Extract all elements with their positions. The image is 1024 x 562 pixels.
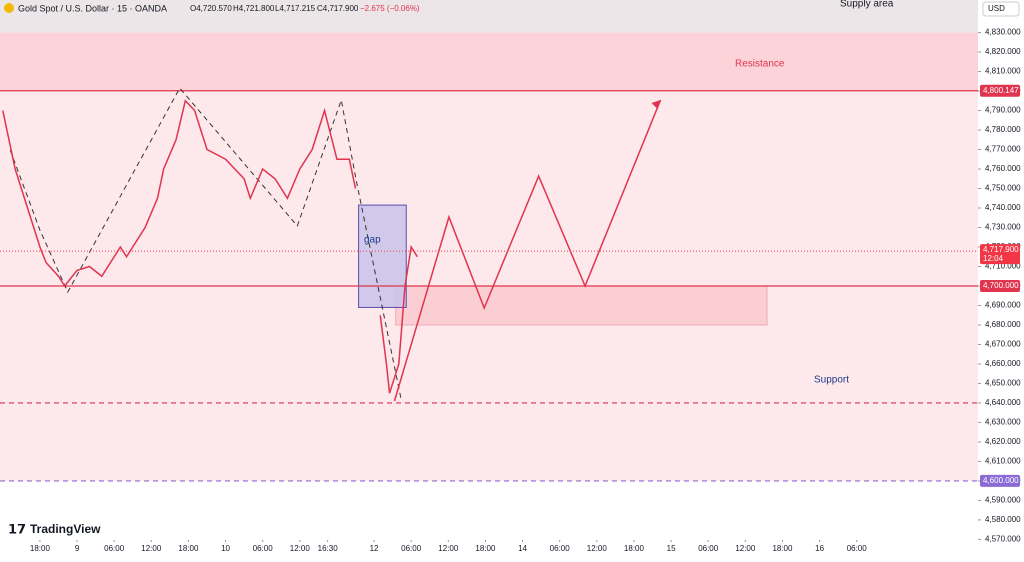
x-tick-label: 16:30: [318, 544, 339, 553]
y-tick-label: 4,830.000: [985, 28, 1021, 37]
arrow-head: [651, 100, 661, 110]
x-tick-label: 18:00: [475, 544, 496, 553]
x-tick-label: 12:00: [438, 544, 459, 553]
level-label: 4,800.147: [983, 86, 1019, 95]
x-tick-label: 10: [221, 544, 230, 553]
level-tag: [980, 84, 1020, 97]
x-tick-label: 06:00: [104, 544, 125, 553]
zone: [0, 0, 978, 33]
y-tick-label: 4,630.000: [985, 418, 1021, 427]
backgrounds: [0, 0, 978, 481]
gap-label: gap: [364, 235, 381, 246]
marks: [0, 87, 978, 482]
y-tick-label: 4,710.000: [985, 262, 1021, 271]
y-tick-label: 4,670.000: [985, 340, 1021, 349]
box: [358, 204, 407, 308]
box: [395, 285, 768, 326]
level-tag: [980, 279, 1020, 292]
y-tick-label: 4,820.000: [985, 47, 1021, 56]
y-tick-label: 4,750.000: [985, 184, 1021, 193]
projection-line: [393, 99, 662, 402]
y-tick-label: 4,780.000: [985, 125, 1021, 134]
x-tick-label: 18:00: [772, 544, 793, 553]
open: O4,720.570: [190, 4, 232, 13]
high: H4,721.800: [233, 4, 275, 13]
pattern-line: [9, 87, 402, 401]
time-axis-panel: [0, 540, 978, 557]
y-tick-label: 4,680.000: [985, 320, 1021, 329]
x-tick-label: 12:00: [141, 544, 162, 553]
x-tick-label: 12:00: [587, 544, 608, 553]
y-tick-label: 4,650.000: [985, 379, 1021, 388]
y-tick-label: 4,730.000: [985, 223, 1021, 232]
zone: [0, 32, 978, 92]
x-tick-label: 12: [370, 544, 379, 553]
last-tag: [980, 244, 1020, 265]
price-line: [379, 244, 419, 394]
x-tick-label: 12:00: [290, 544, 311, 553]
y-tick-label: 4,590.000: [985, 496, 1021, 505]
last-label: 4,717.900: [983, 245, 1019, 254]
x-tick-label: 06:00: [401, 544, 422, 553]
x-tick-label: 18:00: [178, 544, 199, 553]
currency[interactable]: USD: [988, 4, 1005, 13]
x-tick-label: 14: [518, 544, 527, 553]
price-line: [2, 99, 357, 288]
x-tick-label: 18:00: [30, 544, 51, 553]
axes: 4,570.000 4,580.000 4,590.000 4,600.000 4,61…: [30, 28, 1021, 553]
supply-label: Supply area: [840, 0, 894, 10]
countdown: 12:04: [983, 254, 1004, 263]
resistance-label: Resistance: [735, 59, 785, 70]
y-tick-label: 4,610.000: [985, 457, 1021, 466]
brand: TradingView: [30, 522, 101, 536]
y-tick-label: 4,660.000: [985, 359, 1021, 368]
x-tick-label: 18:00: [624, 544, 645, 553]
y-tick-label: 4,740.000: [985, 203, 1021, 212]
level-label: 4,600.000: [983, 476, 1019, 485]
y-tick-label: 4,570.000: [985, 535, 1021, 544]
x-tick-label: 06:00: [550, 544, 571, 553]
y-tick-label: 4,770.000: [985, 145, 1021, 154]
level-label: 4,700.000: [983, 281, 1019, 290]
logo-mark: 𝟭𝟳: [8, 521, 26, 536]
x-tick-label: 15: [667, 544, 676, 553]
x-tick-label: 06:00: [698, 544, 719, 553]
x-tick-label: 12:00: [735, 544, 756, 553]
close: C4,717.900: [317, 4, 359, 13]
y-tick-label: 4,640.000: [985, 398, 1021, 407]
x-tick-label: 16: [815, 544, 824, 553]
x-tick-label: 9: [75, 544, 80, 553]
y-tick-label: 4,790.000: [985, 106, 1021, 115]
support-label: Support: [814, 375, 849, 386]
price-axis-panel: [978, 0, 1024, 557]
level-tag: [980, 474, 1020, 487]
x-tick-label: 06:00: [847, 544, 868, 553]
x-tick-label: 06:00: [253, 544, 274, 553]
y-tick-label: 4,690.000: [985, 301, 1021, 310]
symbol-icon: [4, 3, 14, 13]
y-tick-label: 4,810.000: [985, 67, 1021, 76]
y-tick-label: 4,760.000: [985, 164, 1021, 173]
change: −2.675 (−0.06%): [360, 4, 420, 13]
currency-button[interactable]: [982, 1, 1020, 17]
y-tick-label: 4,580.000: [985, 515, 1021, 524]
y-tick-label: 4,620.000: [985, 437, 1021, 446]
low: L4,717.215: [275, 4, 316, 13]
symbol: Gold Spot / U.S. Dollar · 15 · OANDA: [18, 3, 167, 13]
